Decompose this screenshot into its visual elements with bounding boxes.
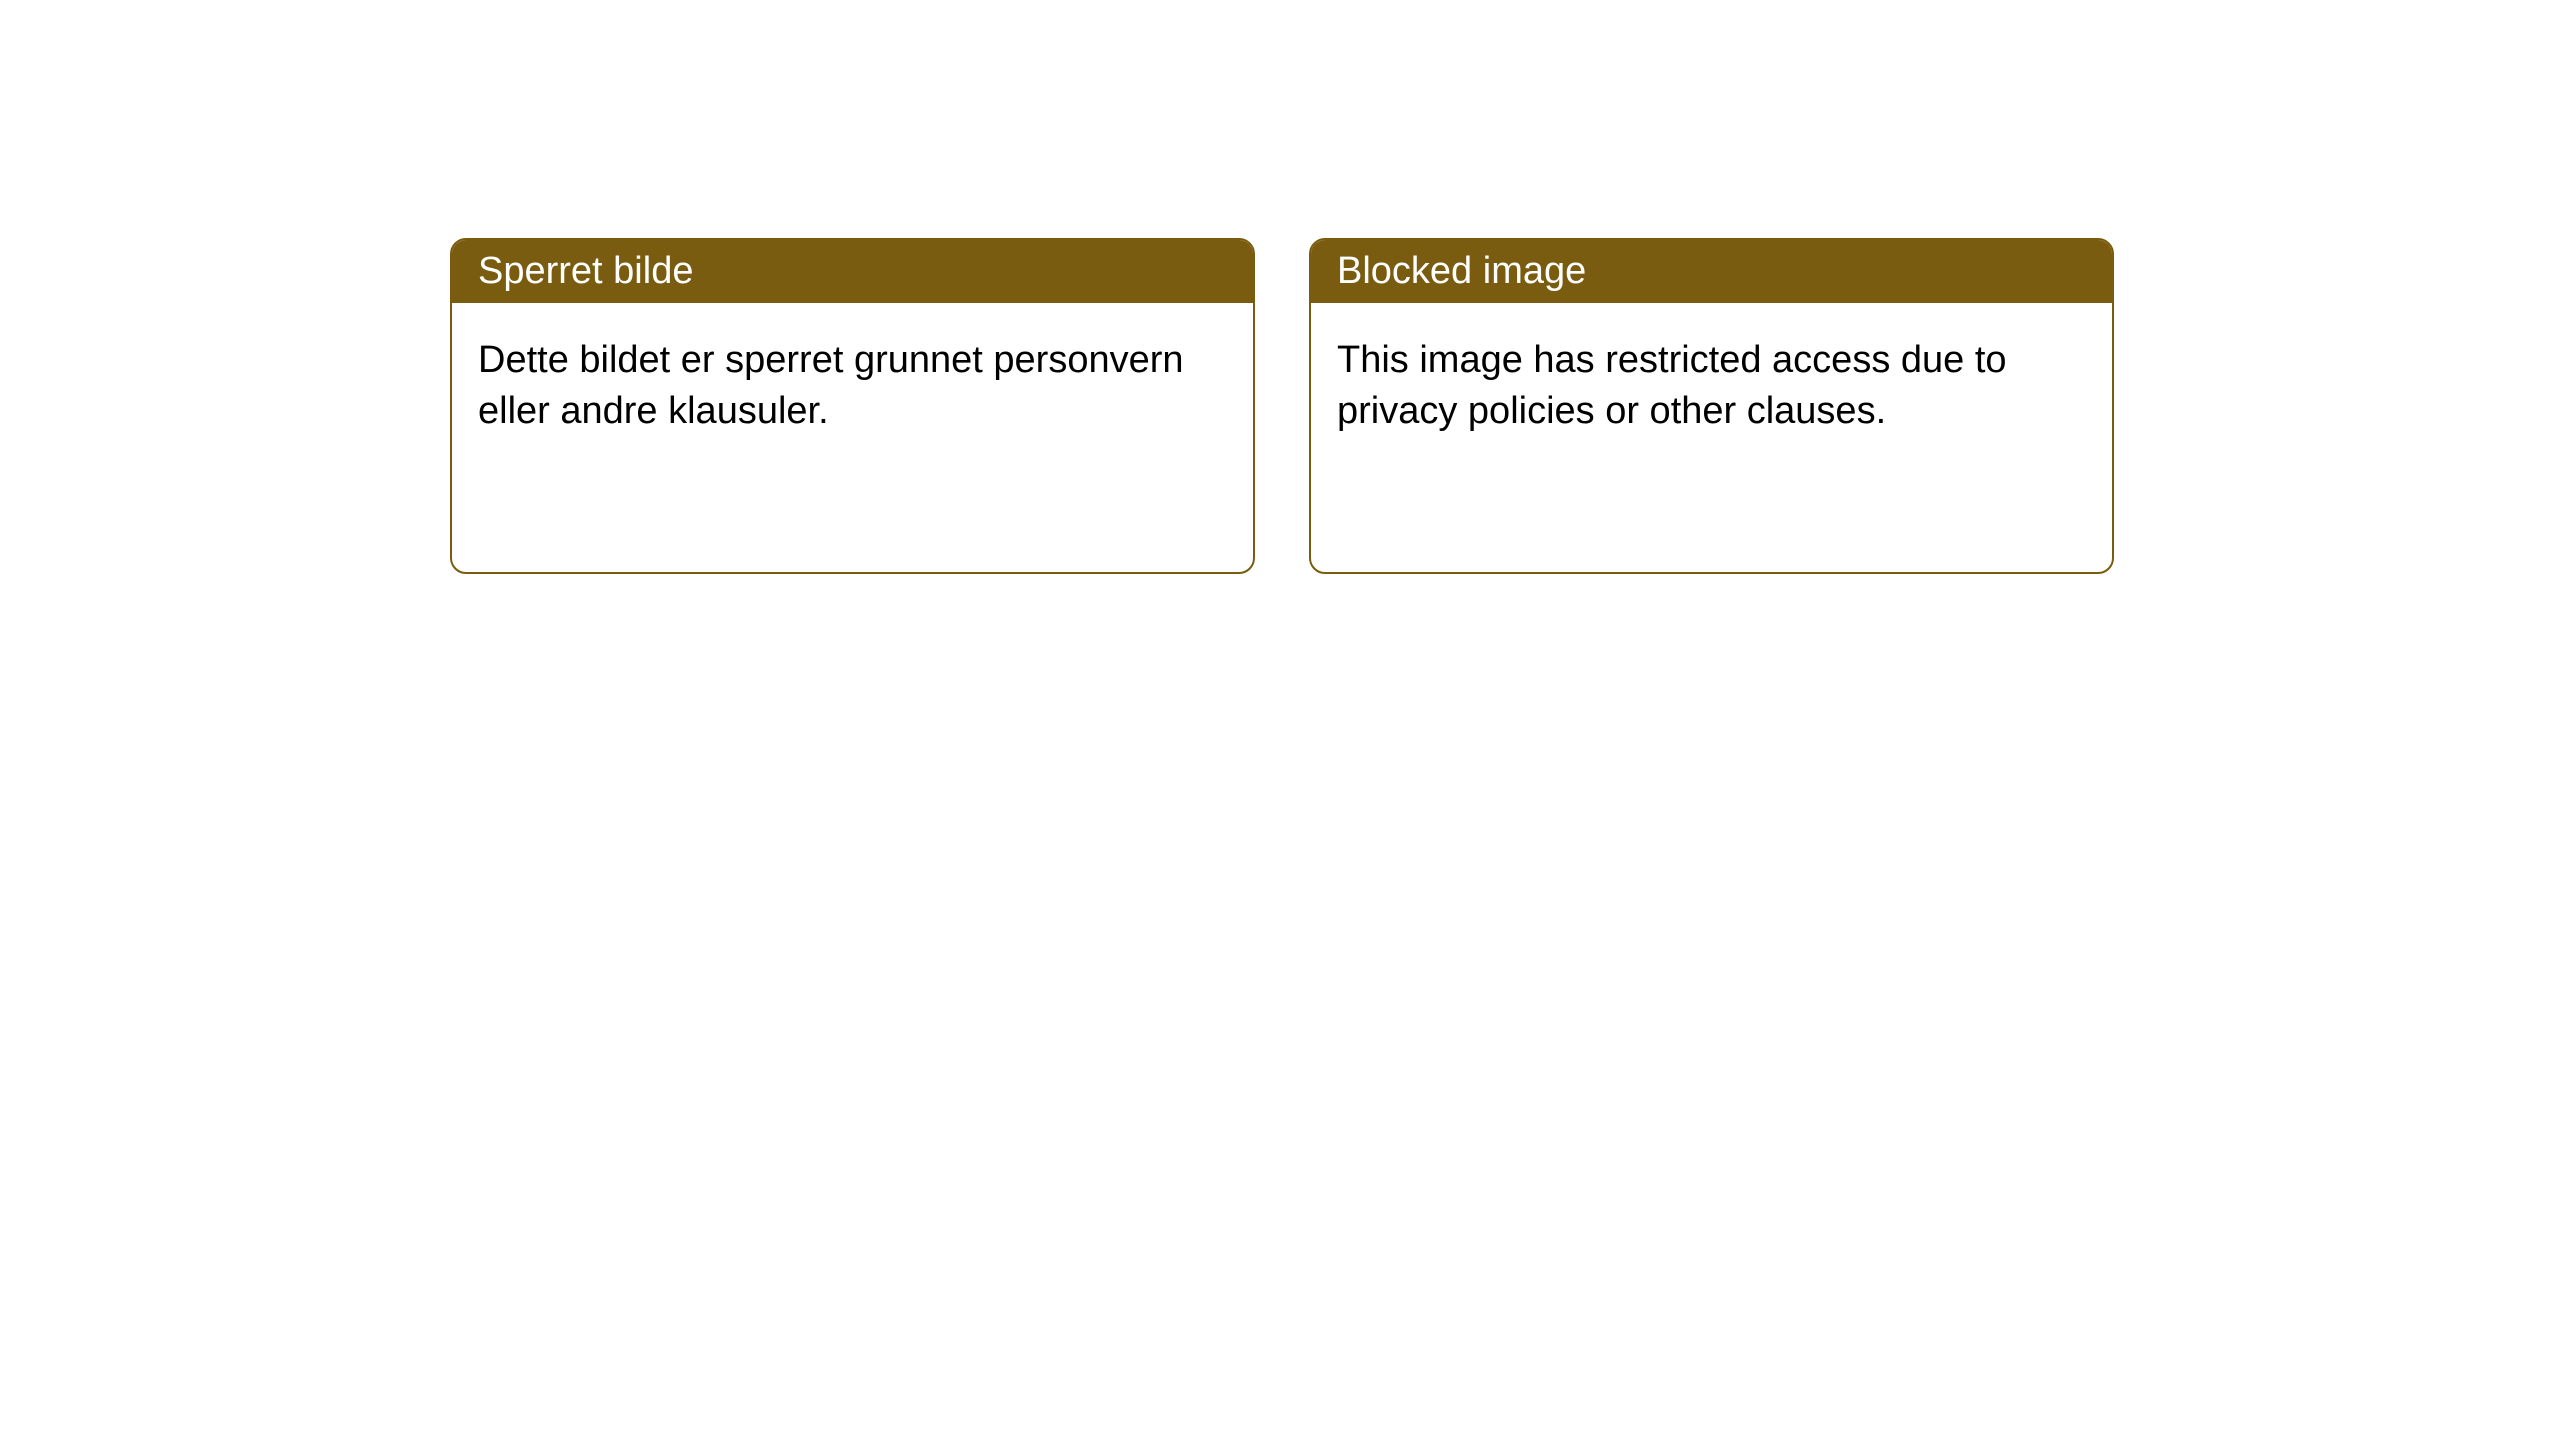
notice-body: This image has restricted access due to … [1311,303,2112,470]
notice-body-text: This image has restricted access due to … [1337,339,2007,432]
notice-header: Sperret bilde [452,240,1253,303]
notice-card-english: Blocked image This image has restricted … [1309,238,2114,574]
notice-body-text: Dette bildet er sperret grunnet personve… [478,339,1184,432]
notice-title: Blocked image [1337,250,1586,292]
notice-title: Sperret bilde [478,250,693,292]
notice-card-norwegian: Sperret bilde Dette bildet er sperret gr… [450,238,1255,574]
notice-body: Dette bildet er sperret grunnet personve… [452,303,1253,470]
notice-container: Sperret bilde Dette bildet er sperret gr… [0,0,2560,574]
notice-header: Blocked image [1311,240,2112,303]
